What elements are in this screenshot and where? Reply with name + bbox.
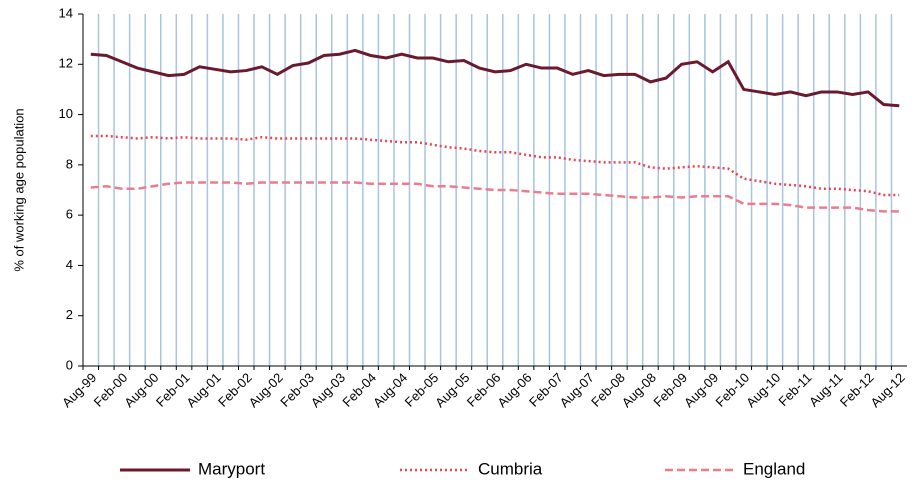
x-tick-label: Aug-00 — [121, 370, 161, 410]
series-line — [90, 181, 900, 213]
y-tick-label: 2 — [66, 307, 73, 322]
y-tick-label: 14 — [59, 5, 73, 20]
x-tick-label: Aug-06 — [494, 370, 534, 410]
y-tick-label: 8 — [66, 156, 73, 171]
x-tick-label: Aug-10 — [743, 370, 783, 410]
series-line — [90, 48, 900, 108]
x-tick-label: Aug-02 — [246, 370, 286, 410]
x-tick-label: Aug-05 — [432, 370, 472, 410]
x-tick-label: Aug-99 — [59, 370, 99, 410]
legend-label: England — [743, 459, 805, 478]
x-tick-label: Aug-04 — [370, 370, 410, 410]
y-tick-label: 6 — [66, 207, 73, 222]
y-tick-label: 10 — [59, 106, 73, 121]
legend-label: Maryport — [198, 459, 265, 478]
x-tick-label: Aug-12 — [868, 370, 908, 410]
x-tick-label: Aug-07 — [557, 370, 597, 410]
y-tick-label: 0 — [66, 357, 73, 372]
y-tick-label: 4 — [66, 257, 73, 272]
x-tick-label: Feb-11 — [775, 370, 814, 409]
y-axis-label: % of working age population — [11, 108, 26, 271]
x-tick-label: Aug-01 — [183, 370, 223, 410]
x-tick-label: Aug-08 — [619, 370, 659, 410]
x-tick-label: Aug-09 — [681, 370, 721, 410]
x-tick-label: Aug-03 — [308, 370, 348, 410]
series-line — [90, 134, 900, 197]
y-tick-label: 12 — [59, 56, 73, 71]
x-tick-label: Aug-11 — [806, 370, 846, 410]
legend-label: Cumbria — [478, 459, 543, 478]
